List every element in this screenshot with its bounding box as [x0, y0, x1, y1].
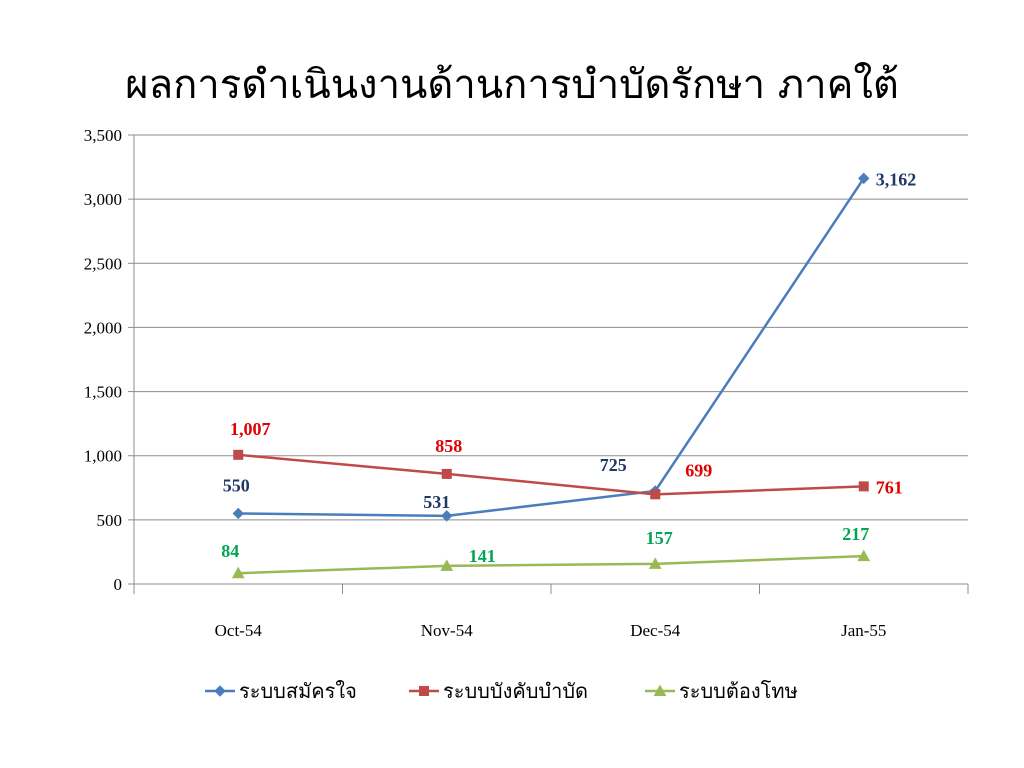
series-lines	[231, 172, 871, 579]
y-tick-label: 2,000	[84, 318, 122, 337]
y-tick-label: 3,500	[84, 126, 122, 145]
data-point	[233, 449, 244, 460]
y-tick-label: 0	[114, 575, 123, 594]
data-point	[650, 489, 661, 500]
data-label: 157	[646, 528, 673, 548]
legend-label: ระบบบังคับบำบัด	[443, 679, 588, 703]
legend-label: ระบบสมัครใจ	[239, 679, 357, 703]
x-tick-label: Jan-55	[841, 621, 886, 640]
data-label: 858	[435, 436, 462, 456]
gridlines	[134, 134, 968, 521]
y-tick-label: 1,500	[84, 383, 122, 402]
data-point	[231, 566, 245, 579]
series-line	[238, 177, 865, 518]
data-point	[857, 549, 871, 562]
x-tick-label: Nov-54	[421, 621, 473, 640]
y-tick-label: 1,000	[84, 447, 122, 466]
data-labels: 550 531 725 3,162 1,007 858 699 761 84 141 157 217	[221, 169, 916, 566]
data-label: 550	[223, 475, 250, 495]
y-tick-label: 2,500	[84, 254, 122, 273]
legend-marker	[653, 684, 667, 696]
data-label: 531	[423, 492, 450, 512]
x-tick-label: Dec-54	[630, 621, 681, 640]
data-point	[441, 468, 452, 479]
series-line	[238, 554, 864, 575]
data-point	[440, 559, 454, 571]
legend: ระบบสมัครใจ ระบบบังคับบำบัด ระบบต้องโทษ	[205, 679, 798, 703]
data-label: 84	[221, 541, 239, 561]
legend-marker	[214, 685, 226, 697]
data-point	[441, 510, 453, 522]
data-label: 3,162	[876, 169, 917, 189]
data-point	[232, 507, 244, 520]
data-point	[648, 557, 662, 569]
data-point	[858, 172, 870, 185]
data-label: 761	[876, 477, 903, 497]
data-label: 699	[685, 460, 712, 480]
y-tick-label: 3,000	[84, 190, 122, 209]
legend-marker	[419, 686, 429, 696]
series-line	[238, 453, 864, 496]
y-tick-label: 500	[97, 511, 123, 530]
x-tick-label: Oct-54	[215, 621, 263, 640]
data-label: 725	[600, 455, 627, 475]
chart-title: ผลการดำเนินงานด้านการบำบัดรักษา ภาคใต้	[125, 62, 899, 108]
data-point	[858, 481, 869, 492]
legend-label: ระบบต้องโทษ	[679, 679, 798, 703]
axes: 0 500 1,000 1,500 2,000 2,500 3,000 3,500 Oct-54…	[84, 126, 969, 640]
data-label: 1,007	[230, 419, 271, 439]
data-label: 217	[842, 524, 869, 544]
data-label: 141	[469, 546, 496, 566]
